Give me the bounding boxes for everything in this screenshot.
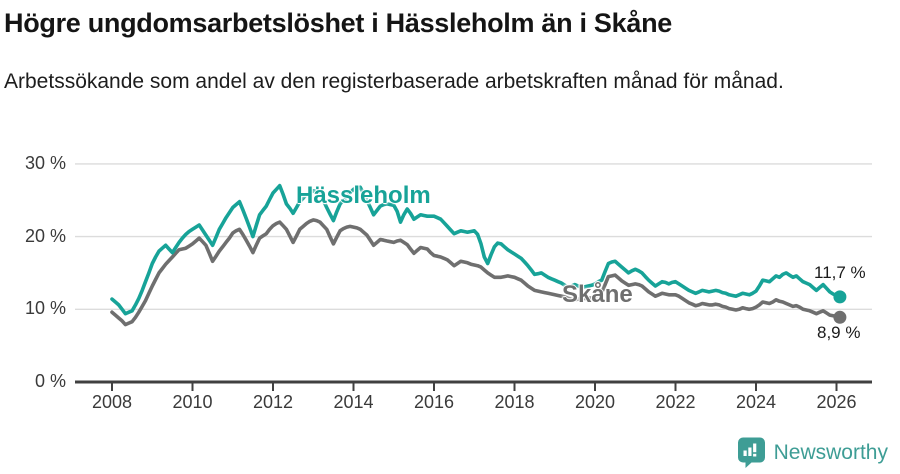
y-tick-label-0: 0 %	[34, 371, 66, 391]
newsworthy-branding: Newsworthy	[737, 437, 888, 468]
y-tick-label-10: 10 %	[24, 298, 66, 319]
chart-subtitle: Arbetssökande som andel av den registerb…	[4, 70, 784, 93]
y-tick-label-20: 20 %	[24, 225, 66, 246]
hassleholm-line	[110, 183, 842, 316]
x-tick-label-2022: 2022	[655, 392, 696, 412]
x-tick-label-2016: 2016	[413, 392, 455, 412]
x-tick-label-2020: 2020	[574, 392, 616, 412]
x-tick-label-2008: 2008	[91, 392, 133, 412]
series-label-skane: Skåne	[562, 281, 633, 308]
skane-end-dot	[833, 310, 847, 324]
x-tick-label-2010: 2010	[172, 392, 213, 412]
end-value-skane: 8,9 %	[817, 323, 861, 342]
end-value-hassleholm: 11,7 %	[814, 263, 866, 282]
newsworthy-brand-name: Newsworthy	[773, 440, 888, 464]
newsworthy-logo-icon	[737, 437, 765, 468]
series-label-hassleholm: Hässleholm	[296, 182, 431, 209]
hassleholm-end-dot	[833, 290, 847, 304]
chart-title: Högre ungdomsarbetslöshet i Hässleholm ä…	[4, 8, 672, 38]
x-tick-label-2024: 2024	[735, 392, 777, 412]
x-tick-label-2012: 2012	[252, 392, 294, 412]
skane-line	[110, 218, 842, 327]
x-tick-label-2014: 2014	[333, 392, 374, 412]
y-tick-label-30: 30 %	[24, 152, 66, 173]
x-tick-label-2026: 2026	[816, 392, 857, 412]
x-tick-label-2018: 2018	[494, 392, 535, 412]
